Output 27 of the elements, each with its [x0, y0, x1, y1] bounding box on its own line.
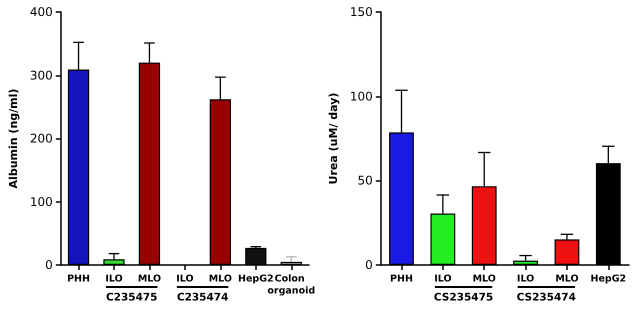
x-tick-label: HepG2	[238, 274, 274, 284]
text: CS235475	[434, 292, 494, 304]
x-tick-label: MLO	[472, 274, 496, 284]
x-tick-label: MLO	[208, 274, 232, 284]
y-tick-label: 150	[350, 5, 373, 19]
y-tick-label: 200	[30, 132, 53, 146]
text: C235474	[176, 292, 228, 304]
y-tick-label: 0	[45, 258, 53, 272]
x-tick-label: MLO	[138, 274, 162, 284]
x-tick-label: MLO	[555, 274, 579, 284]
text: CS235474	[516, 292, 576, 304]
x-tick-label: ILO	[105, 274, 123, 284]
x-tick-label: ILO	[516, 274, 534, 284]
y-tick-label: 50	[358, 174, 373, 188]
y-axis-title: Albumin (ng/ml)	[7, 88, 20, 188]
y-axis-title: Urea (uM/ day)	[327, 92, 340, 184]
x-tick-label: ILO	[176, 274, 194, 284]
y-tick-label: 400	[30, 5, 53, 19]
y-tick-label: 0	[365, 258, 373, 272]
y-tick-label: 100	[350, 89, 373, 104]
text: C235475	[106, 292, 158, 304]
x-tick-label: ILO	[434, 274, 452, 284]
y-tick-label: 300	[30, 68, 53, 82]
x-tick-label: PHH	[67, 274, 90, 284]
y-tick-label: 100	[30, 194, 53, 209]
x-tick-label: HepG2	[590, 274, 626, 284]
x-tick-label: PHH	[390, 274, 413, 284]
